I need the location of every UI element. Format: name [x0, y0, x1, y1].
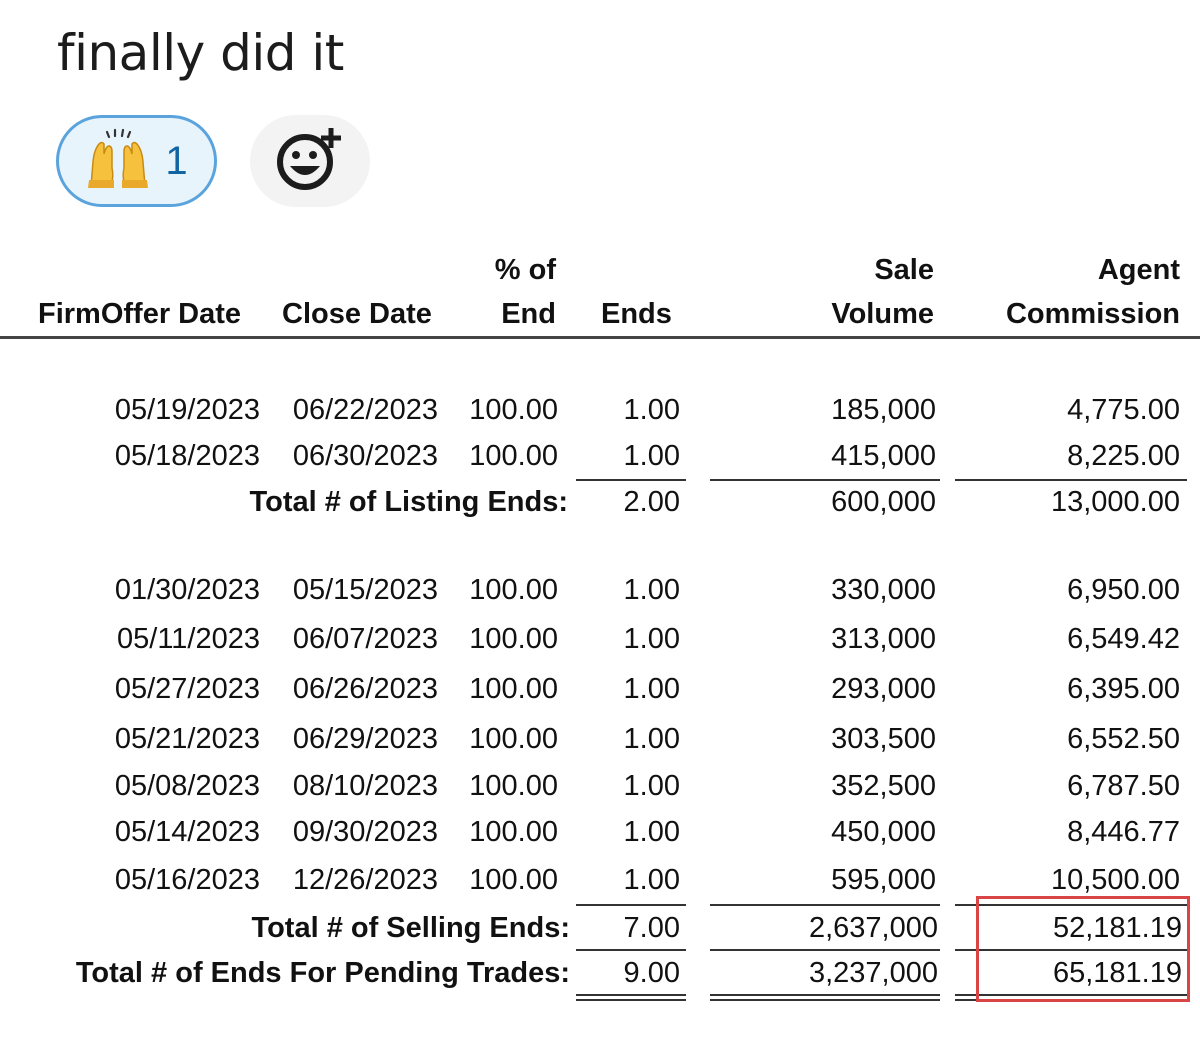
selling-total-volume: 2,637,000 [808, 912, 938, 944]
header-agent-commission-line2: Commission [1005, 298, 1180, 330]
add-reaction-icon [275, 124, 345, 199]
cell-commission: 6,552.50 [1067, 723, 1180, 755]
grand-total-rule [710, 994, 940, 996]
cell-close-date: 12/26/2023 [292, 864, 438, 896]
cell-volume: 293,000 [831, 673, 936, 705]
grand-total-rule [576, 994, 686, 996]
reaction-raised-hands-button[interactable]: 1 [56, 115, 217, 207]
listing-total-commission: 13,000.00 [1050, 486, 1180, 518]
subtotal-rule [710, 479, 940, 481]
cell-pct: 100.00 [469, 673, 558, 705]
cell-firm-offer-date: 05/16/2023 [114, 864, 260, 896]
cell-pct: 100.00 [469, 394, 558, 426]
selling-total-commission: 52,181.19 [1052, 912, 1182, 944]
cell-commission: 6,549.42 [1067, 623, 1180, 655]
cell-ends: 1.00 [623, 770, 680, 802]
cell-volume: 303,500 [831, 723, 936, 755]
pending-total-commission: 65,181.19 [1052, 957, 1182, 989]
subtotal-rule [955, 479, 1187, 481]
cell-pct: 100.00 [469, 816, 558, 848]
listing-total-ends: 2.00 [623, 486, 680, 518]
cell-commission: 8,446.77 [1067, 816, 1180, 848]
cell-ends: 1.00 [623, 623, 680, 655]
subtotal-rule [955, 904, 1187, 906]
reaction-count: 1 [165, 138, 188, 183]
cell-ends: 1.00 [623, 440, 680, 472]
selling-total-ends: 7.00 [623, 912, 680, 944]
cell-close-date: 06/29/2023 [292, 723, 438, 755]
cell-close-date: 06/26/2023 [292, 673, 438, 705]
listing-total-label: Total # of Listing Ends: [249, 486, 568, 518]
cell-close-date: 06/22/2023 [292, 394, 438, 426]
cell-ends: 1.00 [623, 723, 680, 755]
subtotal-rule [576, 904, 686, 906]
cell-volume: 313,000 [831, 623, 936, 655]
cell-volume: 352,500 [831, 770, 936, 802]
header-divider [0, 336, 1200, 339]
cell-firm-offer-date: 05/19/2023 [114, 394, 260, 426]
cell-commission: 4,775.00 [1067, 394, 1180, 426]
cell-close-date: 05/15/2023 [292, 574, 438, 606]
cell-close-date: 09/30/2023 [292, 816, 438, 848]
cell-ends: 1.00 [623, 816, 680, 848]
subtotal-rule [710, 904, 940, 906]
cell-commission: 6,395.00 [1067, 673, 1180, 705]
commission-report-image: FirmOffer Date Close Date % of End Ends … [0, 230, 1200, 1052]
cell-ends: 1.00 [623, 394, 680, 426]
message-text: finally did it [57, 24, 344, 82]
subtotal-rule [576, 479, 686, 481]
cell-volume: 185,000 [831, 394, 936, 426]
header-pct-of-end-line2: End [501, 298, 556, 330]
cell-pct: 100.00 [469, 770, 558, 802]
header-ends: Ends [601, 298, 672, 330]
header-sale-volume-line1: Sale [874, 254, 934, 286]
cell-pct: 100.00 [469, 864, 558, 896]
grand-total-rule [955, 994, 1187, 996]
cell-pct: 100.00 [469, 623, 558, 655]
header-close-date: Close Date [282, 298, 432, 330]
cell-close-date: 08/10/2023 [292, 770, 438, 802]
cell-ends: 1.00 [623, 574, 680, 606]
cell-pct: 100.00 [469, 574, 558, 606]
cell-firm-offer-date: 05/14/2023 [114, 816, 260, 848]
cell-firm-offer-date: 05/11/2023 [117, 623, 260, 655]
cell-pct: 100.00 [469, 723, 558, 755]
grand-total-rule [710, 999, 940, 1001]
cell-ends: 1.00 [623, 864, 680, 896]
raised-hands-icon [85, 128, 151, 195]
cell-volume: 595,000 [831, 864, 936, 896]
cell-ends: 1.00 [623, 673, 680, 705]
cell-commission: 6,787.50 [1067, 770, 1180, 802]
cell-close-date: 06/30/2023 [292, 440, 438, 472]
header-agent-commission-line1: Agent [1097, 254, 1180, 286]
highlight-box [976, 896, 1190, 1002]
header-pct-of-end-line1: % of [494, 254, 556, 286]
cell-commission: 10,500.00 [1050, 864, 1180, 896]
cell-close-date: 06/07/2023 [292, 623, 438, 655]
cell-volume: 450,000 [831, 816, 936, 848]
cell-volume: 330,000 [831, 574, 936, 606]
header-firm-offer-date: FirmOffer Date [38, 298, 242, 330]
cell-firm-offer-date: 05/21/2023 [114, 723, 260, 755]
subtotal-rule [576, 949, 686, 951]
selling-total-label: Total # of Selling Ends: [251, 912, 570, 944]
cell-pct: 100.00 [469, 440, 558, 472]
cell-commission: 6,950.00 [1067, 574, 1180, 606]
subtotal-rule [710, 949, 940, 951]
pending-total-volume: 3,237,000 [808, 957, 938, 989]
cell-firm-offer-date: 01/30/2023 [114, 574, 260, 606]
pending-total-ends: 9.00 [623, 957, 680, 989]
header-sale-volume-line2: Volume [831, 298, 934, 330]
cell-firm-offer-date: 05/27/2023 [114, 673, 260, 705]
cell-commission: 8,225.00 [1067, 440, 1180, 472]
add-reaction-button[interactable] [250, 115, 370, 207]
listing-total-volume: 600,000 [831, 486, 936, 518]
grand-total-rule [576, 999, 686, 1001]
pending-total-label: Total # of Ends For Pending Trades: [75, 957, 570, 989]
cell-volume: 415,000 [831, 440, 936, 472]
cell-firm-offer-date: 05/08/2023 [114, 770, 260, 802]
subtotal-rule [955, 949, 1187, 951]
cell-firm-offer-date: 05/18/2023 [114, 440, 260, 472]
